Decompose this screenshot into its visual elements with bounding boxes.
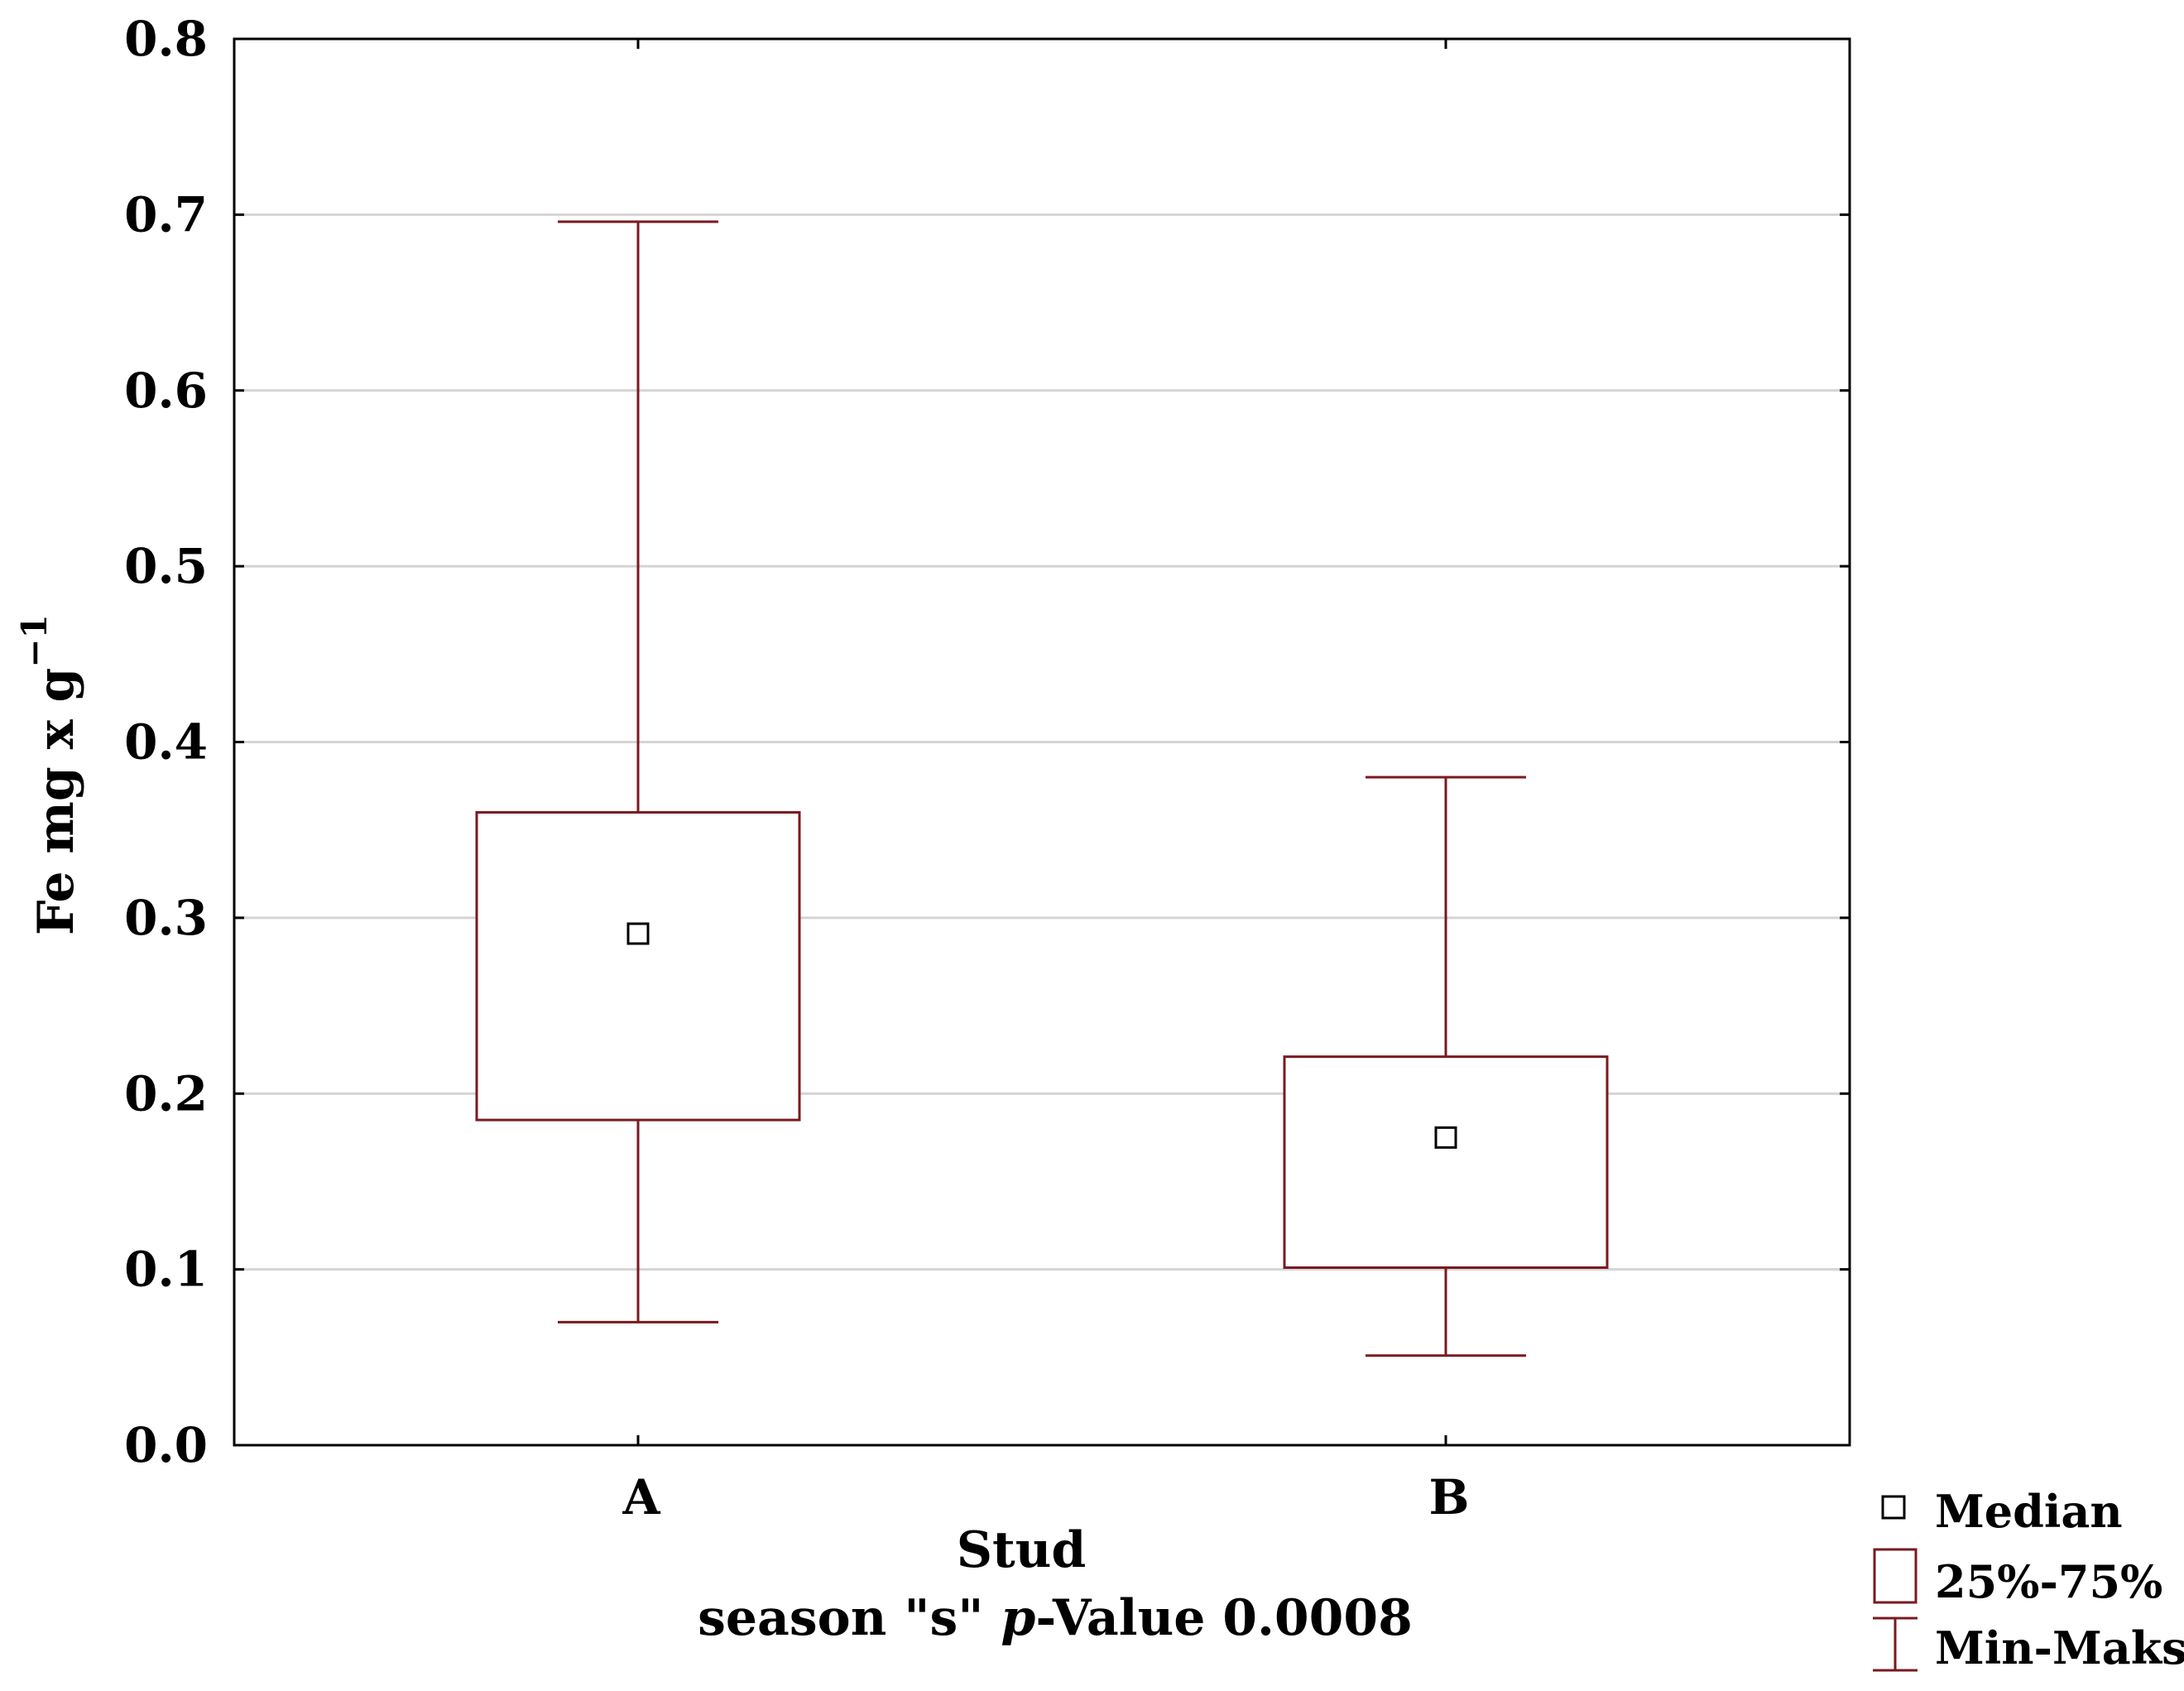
legend: Median 25%-75% Min-Maks: [1873, 1485, 2184, 1674]
y-tick-label-7: 0.7: [124, 186, 208, 243]
legend-box-swatch: [1873, 1548, 1918, 1604]
box-group-A: [475, 220, 801, 1323]
iqr-box-A: [475, 810, 801, 1122]
median-marker-B: [1434, 1126, 1457, 1149]
box-group-B: [1283, 776, 1609, 1357]
y-tick-label-3: 0.3: [124, 890, 208, 946]
y-axis-title: Fe mg x g−1: [14, 614, 85, 935]
y-tick-label-1: 0.1: [124, 1242, 208, 1298]
y-axis-title-main: Fe mg x g: [27, 668, 85, 935]
x-tick-label-B: B: [1428, 1469, 1469, 1525]
subtitle-suffix: -Value 0.0008: [1035, 1589, 1413, 1647]
subtitle-italic: p: [1001, 1589, 1035, 1647]
svg-text:Fe mg x g−1: Fe mg x g−1: [14, 614, 85, 935]
y-axis-title-superscript: −1: [14, 614, 55, 667]
legend-whisker-label: Min-Maks: [1935, 1621, 2184, 1674]
subtitle-prefix: season "s": [698, 1589, 1001, 1647]
y-tick-label-8: 0.8: [124, 11, 208, 67]
x-axis-subtitle: season "s" p-Value 0.0008: [698, 1589, 1413, 1647]
x-axis-title: Stud: [957, 1521, 1087, 1579]
x-tick-label-A: A: [622, 1469, 660, 1525]
y-tick-label-6: 0.6: [124, 363, 208, 419]
y-tick-label-5: 0.5: [124, 538, 208, 594]
y-tick-label-4: 0.4: [124, 714, 208, 771]
iqr-box-B: [1283, 1055, 1609, 1270]
y-tick-label-0: 0.0: [124, 1417, 208, 1473]
legend-median-marker: [1881, 1495, 1906, 1520]
legend-whisker-symbol: [1873, 1617, 1918, 1672]
legend-median-label: Median: [1935, 1485, 2123, 1538]
axis-ticks: 0.0 0.1 0.2 0.3 0.4 0.5 0.6 0.7 0.8 A B: [124, 11, 1850, 1525]
median-marker-A: [626, 922, 650, 945]
legend-box-label: 25%-75%: [1935, 1555, 2162, 1608]
boxes: [475, 220, 1609, 1357]
y-tick-label-2: 0.2: [124, 1065, 208, 1122]
